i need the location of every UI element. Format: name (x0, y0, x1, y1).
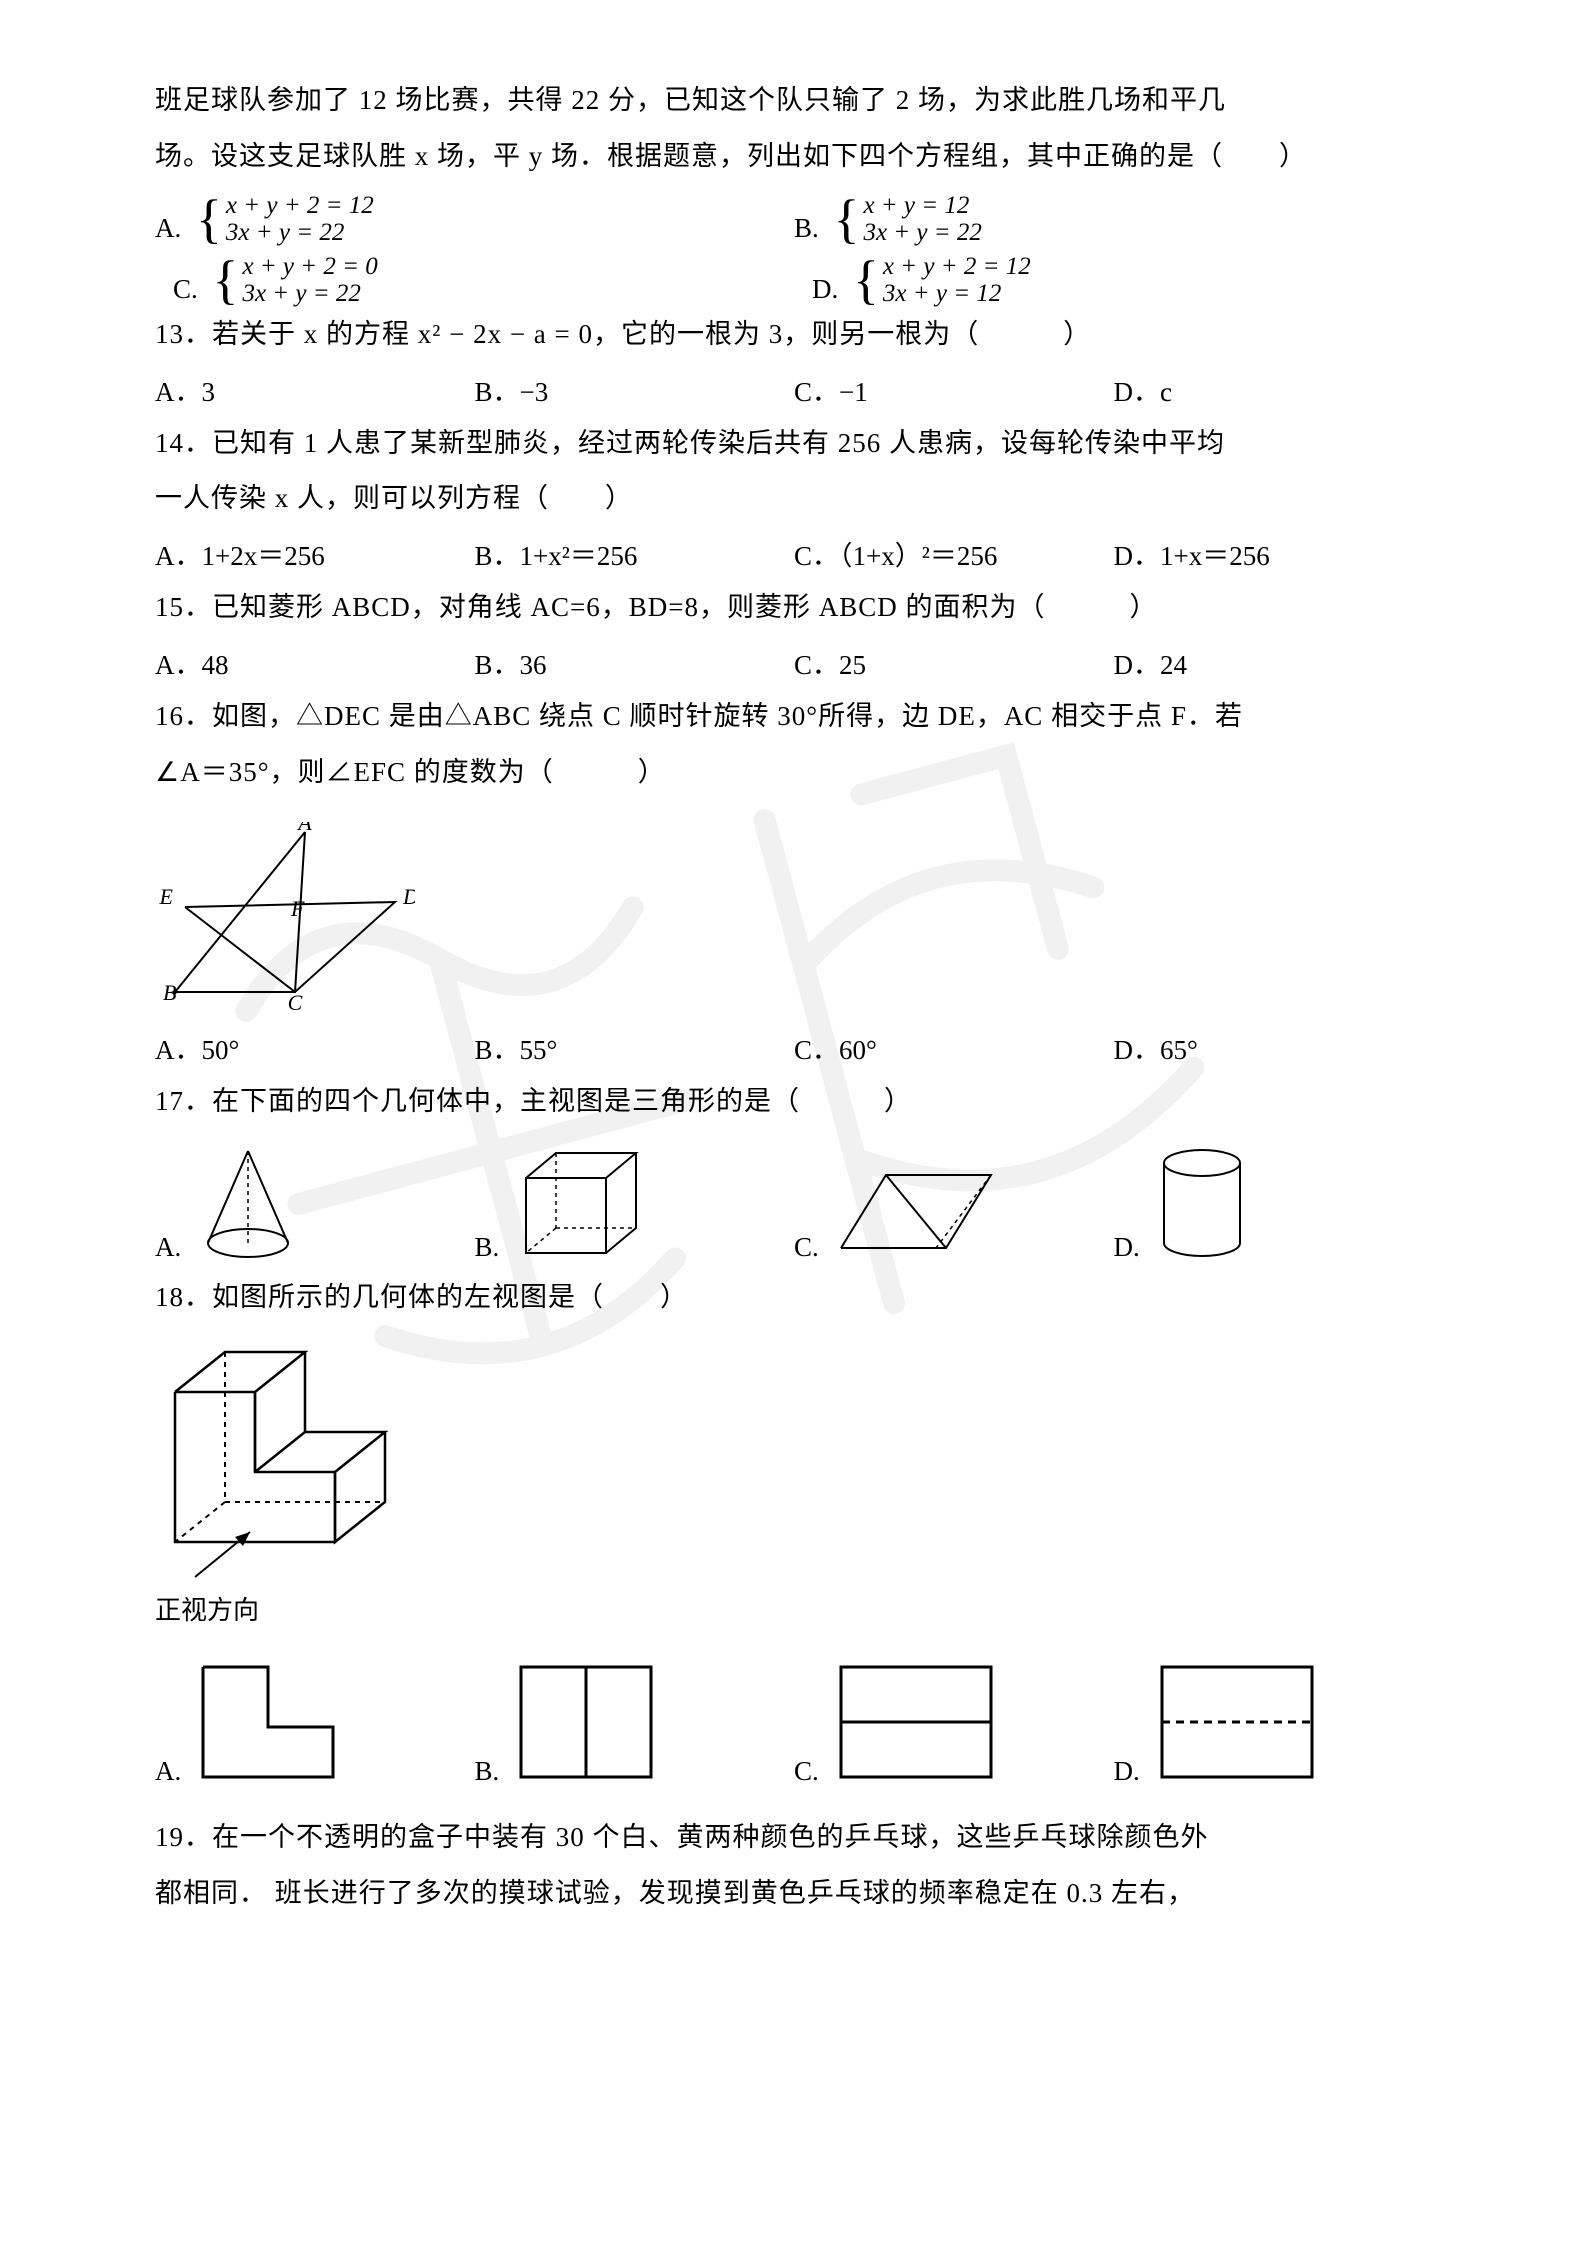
q15-stem: 15．已知菱形 ABCD，对角线 AC=6，BD=8，则菱形 ABCD 的面积为… (155, 587, 1433, 629)
prism-icon (831, 1163, 1001, 1263)
label-A: A (296, 822, 312, 835)
q14-stem-1: 14．已知有 1 人患了某新型肺炎，经过两轮传染后共有 256 人患病，设每轮传… (155, 423, 1433, 465)
q18-opt-b-shape (511, 1657, 661, 1787)
label-E: E (159, 884, 174, 909)
eq-c-2: 3x + y = 22 (242, 280, 377, 308)
opt-b-label: B. (794, 213, 819, 243)
q17-opt-c-label: C. (794, 1232, 819, 1263)
q15-opt-d: D．24 (1114, 643, 1434, 682)
q18-options: A. B. C. (155, 1657, 1433, 1787)
label-F: F (290, 896, 305, 921)
q16-opt-c: C．60° (794, 1028, 1114, 1067)
q18-opt-d-label: D. (1114, 1756, 1140, 1787)
q16-options: A．50° B．55° C．60° D．65° (155, 1028, 1433, 1067)
opt-a-label: A. (155, 213, 181, 243)
q14-opt-b: B．1+x²＝256 (475, 534, 795, 573)
q13-opt-d: D．c (1114, 370, 1434, 409)
q15-opt-b: B．36 (475, 643, 795, 682)
q18-figure: 正视方向 (155, 1332, 1433, 1627)
eq-b-2: 3x + y = 22 (863, 219, 981, 247)
q15-opt-c: C．25 (794, 643, 1114, 682)
q19-stem-1: 19．在一个不透明的盒子中装有 30 个白、黄两种颜色的乒乓球，这些乒乓球除颜色… (155, 1817, 1433, 1859)
q18-opt-b-label: B. (475, 1756, 500, 1787)
q16-stem-1: 16．如图，△DEC 是由△ABC 绕点 C 顺时针旋转 30°所得，边 DE，… (155, 696, 1433, 738)
q14-opt-c: C．（1+x）²＝256 (794, 534, 1114, 573)
q13-options: A．3 B．−3 C．−1 D．c (155, 370, 1433, 409)
q13-stem: 13．若关于 x 的方程 x² − 2x − a = 0，它的一根为 3，则另一… (155, 314, 1433, 356)
q-intro-line2: 场。设这支足球队胜 x 场，平 y 场．根据题意，列出如下四个方程组，其中正确的… (155, 136, 1433, 178)
opt-a-system: { x + y + 2 = 12 3x + y = 22 (196, 192, 374, 247)
eq-a-2: 3x + y = 22 (226, 219, 374, 247)
eq-d-1: x + y + 2 = 12 (883, 253, 1031, 281)
q14-options: A．1+2x＝256 B．1+x²＝256 C．（1+x）²＝256 D．1+x… (155, 534, 1433, 573)
q17-opt-a-label: A. (155, 1232, 181, 1263)
q14-opt-a: A．1+2x＝256 (155, 534, 475, 573)
q16-opt-a: A．50° (155, 1028, 475, 1067)
q18-opt-c-shape (831, 1657, 1001, 1787)
eq-a-1: x + y + 2 = 12 (226, 192, 374, 220)
eq-d-2: 3x + y = 12 (883, 280, 1031, 308)
q15-opt-a: A．48 (155, 643, 475, 682)
q14-stem-2: 一人传染 x 人，则可以列方程（ ） (155, 478, 1433, 520)
q16-opt-b: B．55° (475, 1028, 795, 1067)
label-C: C (288, 990, 303, 1012)
q-intro-line1: 班足球队参加了 12 场比赛，共得 22 分，已知这个队只输了 2 场，为求此胜… (155, 80, 1433, 122)
q17-options: A. B. (155, 1143, 1433, 1263)
eq-row-ab: A. { x + y + 2 = 12 3x + y = 22 B. { x +… (155, 192, 1433, 247)
q18-opt-c-label: C. (794, 1756, 819, 1787)
q16-opt-d: D．65° (1114, 1028, 1434, 1067)
q17-opt-b-label: B. (475, 1232, 500, 1263)
opt-c-label: C. (173, 274, 198, 304)
q19-stem-2: 都相同． 班长进行了多次的摸球试验，发现摸到黄色乒乓球的频率稳定在 0.3 左右… (155, 1873, 1433, 1915)
opt-d-system: { x + y + 2 = 12 3x + y = 12 (853, 253, 1031, 308)
q17-stem: 17．在下面的四个几何体中，主视图是三角形的是（ ） (155, 1081, 1433, 1123)
q16-figure: A B C D E F (155, 822, 1433, 1012)
eq-row-cd: C. { x + y + 2 = 0 3x + y = 22 D. { x + … (155, 253, 1433, 308)
q14-opt-d: D．1+x＝256 (1114, 534, 1434, 573)
q15-options: A．48 B．36 C．25 D．24 (155, 643, 1433, 682)
q16-stem-2: ∠A＝35°，则∠EFC 的度数为（ ） (155, 752, 1433, 794)
opt-b-system: { x + y = 12 3x + y = 22 (834, 192, 982, 247)
q18-opt-a-shape (193, 1657, 343, 1787)
q18-opt-d-shape (1152, 1657, 1322, 1787)
q17-opt-d-label: D. (1114, 1232, 1140, 1263)
q13-opt-b: B．−3 (475, 370, 795, 409)
eq-c-1: x + y + 2 = 0 (242, 253, 377, 281)
q18-opt-a-label: A. (155, 1756, 181, 1787)
label-D: D (402, 884, 415, 909)
opt-d-label: D. (812, 274, 838, 304)
q18-caption: 正视方向 (155, 1590, 1433, 1627)
opt-c-system: { x + y + 2 = 0 3x + y = 22 (213, 253, 378, 308)
cone-icon (193, 1143, 303, 1263)
q18-stem: 18．如图所示的几何体的左视图是（ ） (155, 1277, 1433, 1319)
label-B: B (163, 980, 176, 1005)
q13-opt-c: C．−1 (794, 370, 1114, 409)
eq-b-1: x + y = 12 (863, 192, 981, 220)
q13-opt-a: A．3 (155, 370, 475, 409)
cube-icon (511, 1143, 651, 1263)
cylinder-icon (1152, 1143, 1252, 1263)
